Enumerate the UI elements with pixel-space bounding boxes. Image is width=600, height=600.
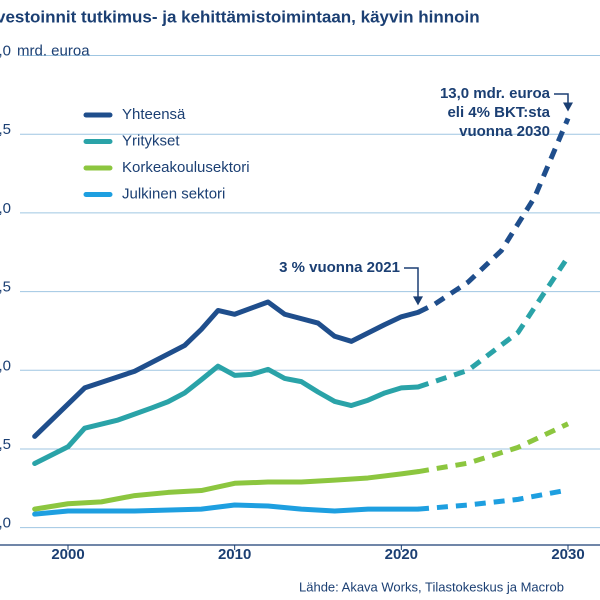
projection-line	[417, 255, 571, 390]
x-tick-label: 2030	[551, 546, 584, 563]
annotation: eli 4% BKT:sta	[447, 104, 550, 121]
annotation: 13,0 mdr. euroa	[440, 85, 551, 102]
y-tick-label: 10,0	[0, 200, 11, 217]
x-tick-label: 2020	[385, 546, 418, 563]
annotation-arrow	[554, 93, 569, 105]
source: Lähde: Akava Works, Tilastokeskus ja Mac…	[299, 579, 564, 594]
y-tick-label: 2,5	[0, 436, 11, 453]
legend-label: Korkeakoulusektori	[122, 159, 250, 176]
projection-line	[417, 421, 570, 475]
y-tick-label: 0,0	[0, 515, 11, 532]
legend-label: Yhteensä	[122, 106, 186, 123]
x-tick-label: 2010	[218, 546, 251, 563]
series-line	[32, 502, 421, 517]
series-line	[32, 469, 421, 512]
series-line	[32, 363, 421, 466]
y-tick-label: 5,0	[0, 357, 11, 374]
chart-title: vestoinnit tutkimus- ja kehittämistoimin…	[0, 7, 480, 26]
annotation: vuonna 2030	[459, 123, 550, 140]
legend-label: Yritykset	[122, 132, 180, 149]
y-tick-label: 12,5	[0, 121, 11, 138]
y-unit: mrd. euroa	[17, 42, 90, 59]
series-line	[32, 299, 421, 439]
annotation: 3 % vuonna 2021	[279, 259, 400, 276]
x-tick-label: 2000	[51, 546, 84, 563]
y-tick-label: 15,0	[0, 42, 11, 59]
y-tick-label: 7,5	[0, 279, 11, 296]
projection-line	[417, 487, 569, 512]
annotation-arrowhead	[413, 296, 423, 306]
annotation-arrow	[404, 267, 419, 299]
projection-line	[416, 117, 571, 315]
legend-label: Julkinen sektori	[122, 185, 225, 202]
annotation-arrowhead	[563, 102, 573, 112]
